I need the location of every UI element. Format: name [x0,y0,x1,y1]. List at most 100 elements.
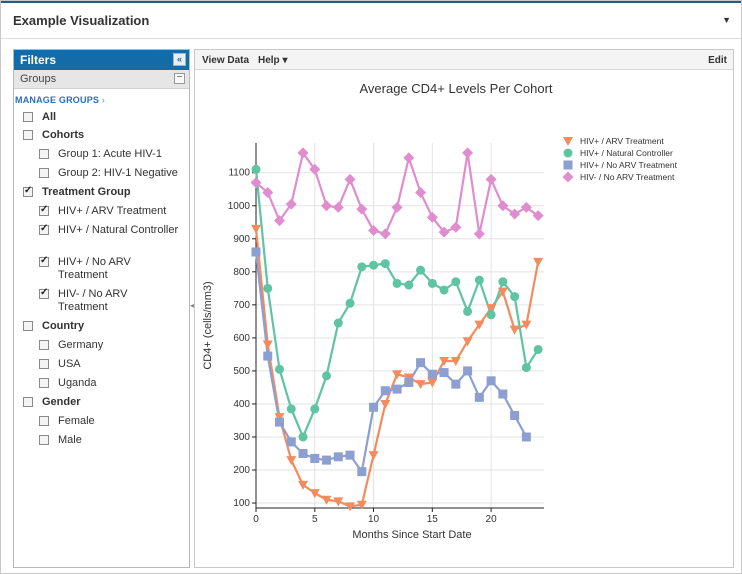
chart-title: Average CD4+ Levels Per Cohort [359,81,552,96]
filter-item[interactable]: Country [23,320,183,333]
filter-item[interactable]: HIV+ / No ARV Treatment [39,255,179,282]
window-title: Example Visualization [13,13,150,28]
filter-item-label: HIV+ / No ARV Treatment [58,256,131,281]
data-point [439,285,449,295]
y-tick-label: 400 [233,399,250,410]
data-point [474,392,484,402]
filter-checkbox[interactable] [23,321,33,331]
data-point [510,411,520,421]
filter-checkbox[interactable] [39,359,49,369]
filter-item-label: HIV+ / ARV Treatment [58,205,167,217]
data-point [486,304,497,314]
chevron-down-icon[interactable]: ▼ [722,15,731,25]
filter-checkbox[interactable] [39,287,49,299]
data-point [285,198,297,210]
data-point [333,452,343,462]
filter-item[interactable]: Female [39,415,179,428]
series-points [251,247,531,477]
filter-checkbox[interactable] [23,130,33,140]
y-tick-label: 200 [233,465,250,476]
filter-checkbox[interactable] [39,223,49,235]
data-point [403,152,415,164]
groups-header: Groups − [14,70,189,89]
filter-item-label: Group 2: HIV-1 Negative [58,167,178,179]
filter-item[interactable]: All [23,111,183,124]
filter-item[interactable]: Male [39,434,179,447]
y-tick-label: 1100 [228,168,250,179]
filter-checkbox[interactable] [39,255,49,267]
data-point [426,211,438,223]
filter-checkbox[interactable] [23,185,33,197]
filter-checkbox[interactable] [39,378,49,388]
filter-item[interactable]: Group 1: Acute HIV-1 [39,148,179,161]
filter-item-label: Cohorts [42,129,85,141]
data-point [532,210,544,222]
data-point [251,164,261,174]
filter-item[interactable]: Gender [23,396,183,409]
data-point [357,467,367,477]
filter-item[interactable]: Uganda [39,377,179,390]
filter-item-label: Uganda [58,377,97,389]
x-tick-label: 20 [486,514,498,525]
x-axis-label: Months Since Start Date [352,529,471,541]
data-point [450,357,461,367]
minus-icon[interactable]: − [174,73,185,84]
x-tick-label: 15 [427,514,439,525]
data-point [356,203,368,215]
data-point [450,221,462,233]
legend-label: HIV+ / No ARV Treatment [580,160,678,170]
filter-item[interactable]: USA [39,358,179,371]
manage-groups-link[interactable]: MANAGE GROUPS › [14,89,189,105]
filter-checkbox[interactable] [39,168,49,178]
filter-checkbox[interactable] [39,416,49,426]
filter-item-label: Country [42,320,85,332]
filter-item[interactable]: HIV+ / ARV Treatment [39,204,179,218]
splitter-handle-icon[interactable]: ◂ [190,301,195,310]
y-tick-label: 900 [233,234,250,245]
data-point [250,177,262,189]
filter-item[interactable]: Germany [39,339,179,352]
filter-item[interactable]: Cohorts [23,129,183,142]
filter-item[interactable]: Group 2: HIV-1 Negative [39,167,179,180]
manage-groups-label[interactable]: MANAGE GROUPS [15,95,100,105]
filter-item[interactable]: HIV- / No ARV Treatment [39,287,179,314]
data-point [298,448,308,458]
data-point [251,247,261,257]
data-point [251,224,261,234]
series-points [251,224,544,512]
filter-checkbox[interactable] [23,397,33,407]
data-point [474,320,485,330]
view-data-button[interactable]: View Data [202,55,250,66]
data-point [391,201,403,213]
data-point [416,358,426,368]
edit-button[interactable]: Edit [708,55,727,66]
filter-checkbox[interactable] [39,340,49,350]
chart-panel: View Data Help ▾ Edit Average CD4+ Level… [194,49,734,568]
data-point [333,318,343,328]
help-menu-button[interactable]: Help ▾ [258,55,288,66]
data-point [275,364,285,374]
data-point [286,456,297,466]
data-point [563,160,573,170]
filter-checkbox[interactable] [39,435,49,445]
data-point [562,171,574,183]
data-point [510,292,520,302]
data-point [297,147,309,159]
data-point [439,357,450,367]
filter-checkbox[interactable] [39,204,49,216]
data-point [462,147,474,159]
filter-checkbox[interactable] [23,112,33,122]
collapse-icon[interactable]: « [173,53,186,66]
data-point [322,371,332,381]
filter-item[interactable]: HIV+ / Natural Controller [39,223,179,237]
x-tick-label: 0 [253,514,259,525]
data-point [392,370,403,380]
groups-label: Groups [20,73,57,85]
data-point [533,257,544,267]
data-point [438,226,450,238]
filter-checkbox[interactable] [39,149,49,159]
data-point [521,320,532,330]
data-point [563,137,573,146]
data-point [463,306,473,316]
filter-item[interactable]: Treatment Group [23,185,183,199]
